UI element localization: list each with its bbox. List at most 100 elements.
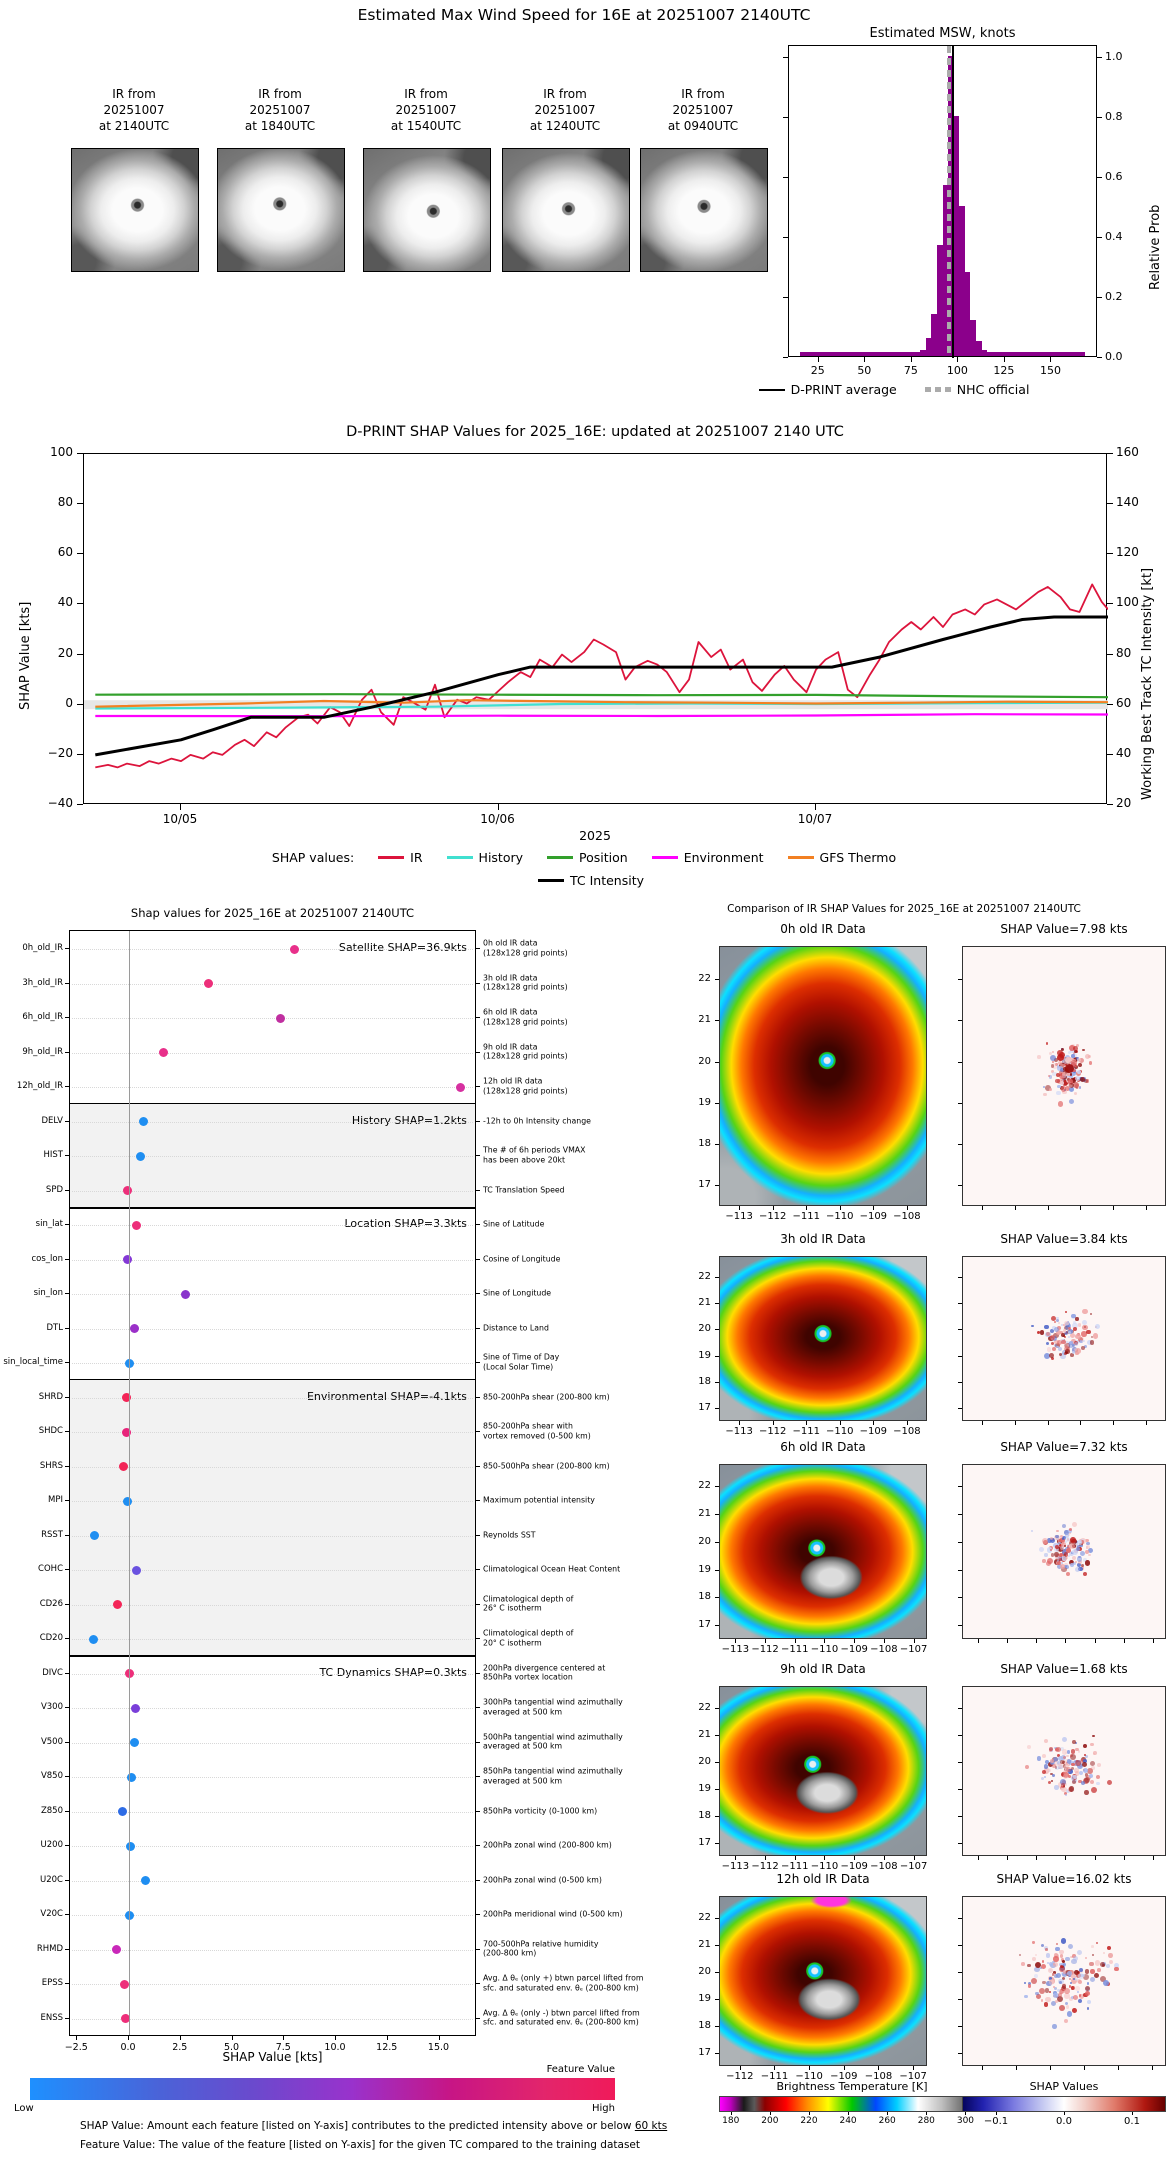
zero-line	[129, 931, 130, 2035]
y-tick-label-left: −40	[47, 796, 73, 810]
lat-tick-label: 17	[698, 1836, 711, 1848]
y-tick-mark	[1097, 177, 1102, 178]
shap-speckle	[1024, 1765, 1029, 1770]
legend-item-label: GFS Thermo	[819, 850, 897, 865]
lat-tick-label: 19	[698, 1563, 711, 1575]
shap-speckle	[1063, 1530, 1069, 1536]
row-guide-line	[72, 2018, 473, 2020]
lat-tick-label: 17	[698, 1619, 711, 1631]
shap-speckle	[1088, 1553, 1092, 1557]
feature-tick	[65, 1189, 69, 1191]
shap-speckle	[1063, 1772, 1070, 1779]
shap-speckle	[1055, 1345, 1059, 1349]
series-tc-intensity	[95, 615, 1109, 757]
legend-item-label: IR	[410, 850, 423, 865]
lat-tick-mark-shap	[958, 979, 962, 981]
lon-tick-mark	[824, 1639, 826, 1643]
shap-value-title: SHAP Value=16.02 kts	[996, 1872, 1132, 1886]
x-tick-label: 125	[993, 364, 1015, 377]
shap-speckle	[1075, 1076, 1080, 1081]
shap-speckle	[1060, 1541, 1067, 1547]
shap-speckle	[1044, 1759, 1050, 1765]
row-guide-line	[72, 1397, 473, 1399]
shap-speckle	[1067, 1331, 1071, 1335]
shap-speckle	[1064, 1086, 1071, 1092]
desc-tick	[476, 1603, 480, 1605]
desc-line: -12h to 0h Intensity change	[483, 1115, 591, 1125]
lat-tick-mark-shap	[958, 1707, 962, 1709]
feature-desc-RHMD: 700-500hPa relative humidity (200-800 km)	[483, 1939, 663, 1958]
lon-tick-mark	[774, 2066, 776, 2070]
y-tick-label-right: 140	[1116, 495, 1139, 510]
lon-tick-mark	[906, 1421, 908, 1425]
shap-speckle	[1083, 1777, 1090, 1784]
y-tick-label-right: 40	[1116, 745, 1132, 760]
shap-speckle	[1060, 1063, 1066, 1070]
shap-speckle	[1068, 1082, 1074, 1088]
lat-tick-mark-shap	[958, 2052, 962, 2054]
shap-speckle	[1054, 1544, 1059, 1549]
shap-speckle	[1097, 1968, 1101, 1972]
feature-desc-V300: 300hPa tangential wind azimuthally averag…	[483, 1698, 663, 1717]
y-tick-mark	[1107, 753, 1113, 755]
shap-speckle	[1095, 1942, 1098, 1945]
histogram-bar	[931, 314, 937, 356]
lon-tick-mark-shap	[1007, 1639, 1009, 1643]
lat-tick-label: 20	[698, 1323, 711, 1335]
shap-speckle	[1030, 1978, 1037, 1984]
shap-speckle	[1049, 1088, 1052, 1092]
y-tick-mark	[77, 553, 83, 555]
shap-speckle	[1047, 1768, 1051, 1773]
shap-speckle	[1067, 1084, 1072, 1089]
x-tick-mark	[497, 804, 499, 810]
shap-speckle	[1070, 1986, 1075, 1991]
shap-cbar-tick-label: −0.1	[983, 2116, 1009, 2127]
shap-speckle	[1059, 1537, 1065, 1543]
shap-speckle	[1089, 1340, 1095, 1345]
shap-speckle	[1051, 1060, 1055, 1063]
feature-desc-3h_old_IR: 3h old IR data (128x128 grid points)	[483, 973, 663, 992]
shap-speckle	[1071, 1058, 1075, 1061]
desc-tick	[476, 1914, 480, 1915]
shap-speckle	[1061, 1339, 1066, 1345]
shap-speckle	[1094, 1323, 1100, 1329]
feature-desc-U20C: 200hPa zonal wind (0-500 km)	[483, 1875, 663, 1885]
shap-speckle	[1053, 1992, 1059, 1998]
lon-tick-mark	[765, 1639, 767, 1643]
shap-speckle	[1060, 1353, 1066, 1359]
lon-tick-label: −111	[760, 2071, 789, 2082]
row-guide-line	[72, 1639, 473, 1640]
feature-tick	[65, 1776, 69, 1777]
feature-tick	[65, 1948, 69, 1950]
legend-dprint-average: D-PRINT average	[758, 382, 897, 397]
legend-item-label: Position	[579, 850, 628, 865]
x-tick-mark	[386, 2036, 388, 2040]
bt-tick-mark	[887, 2112, 889, 2115]
shap-speckle	[1044, 1946, 1049, 1951]
shap-dot-V500	[130, 1738, 140, 1747]
feature-label-CD26: CD26	[39, 1598, 63, 1609]
colorbar-high-label: High	[592, 2103, 615, 2114]
shap-speckle	[1052, 1973, 1055, 1976]
ir-satellite-thumbnail	[217, 148, 345, 272]
shap-speckle	[1059, 1989, 1064, 1995]
feature-label-6h_old_IR: 6h_old_IR	[22, 1012, 63, 1022]
desc-line: 20° C isotherm	[483, 1638, 542, 1647]
shap-speckle	[1083, 1079, 1089, 1084]
shap-speckle	[1107, 1946, 1112, 1951]
shap-speckle	[1057, 1101, 1064, 1107]
shap-speckle	[1045, 1953, 1051, 1958]
shap-speckle	[1074, 1065, 1077, 1068]
lon-tick-label: −111	[792, 1426, 820, 1437]
lat-tick-label: 19	[698, 1992, 711, 2004]
x-tick-label: 75	[903, 364, 918, 377]
lat-tick-mark	[715, 979, 719, 981]
shap-speckle	[1051, 2001, 1057, 2007]
desc-line: 200hPa zonal wind (200-800 km)	[483, 1840, 612, 1850]
feature-tick	[65, 1534, 69, 1536]
x-tick-mark	[180, 804, 181, 810]
shap-value-panel	[962, 1896, 1166, 2066]
shap-speckle	[1075, 1741, 1078, 1745]
desc-line: sfc. and saturated env. θₑ (200-800 km)	[483, 1983, 639, 1992]
lat-tick-mark	[715, 1407, 719, 1409]
